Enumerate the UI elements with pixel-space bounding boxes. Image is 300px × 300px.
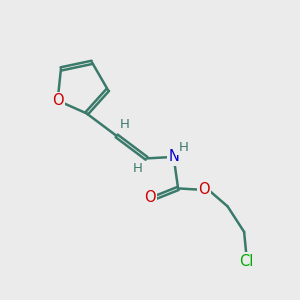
Text: O: O [144,190,156,205]
Text: H: H [133,162,142,176]
Text: O: O [52,93,63,108]
Text: N: N [168,149,179,164]
Text: Cl: Cl [239,254,254,268]
Text: H: H [120,118,130,131]
Text: O: O [198,182,209,197]
Text: H: H [178,141,188,154]
